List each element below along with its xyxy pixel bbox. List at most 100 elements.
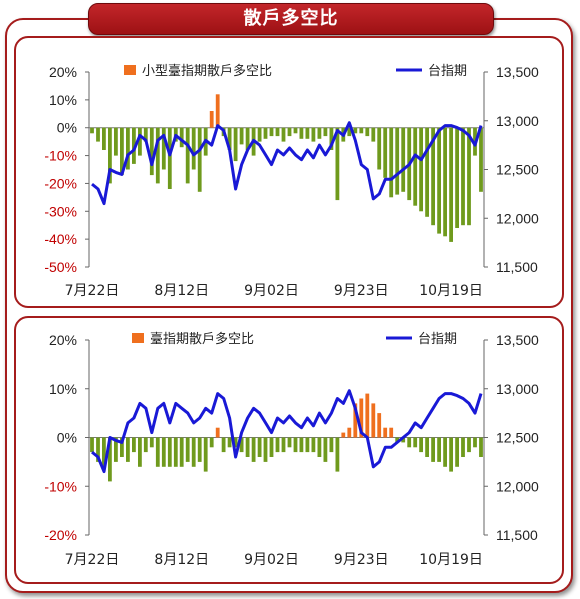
left-tick-label: -50% [44,259,77,275]
bar [96,437,100,462]
bar [138,127,142,156]
bar [102,437,106,467]
bar [155,437,160,467]
bar [197,437,202,462]
bar [353,127,358,134]
bar [209,111,214,128]
left-tick-label: -10% [44,478,77,494]
bar [96,127,100,142]
x-tick-label: 9月02日 [244,552,299,568]
bar [401,437,406,443]
bar [341,432,346,438]
bar [371,403,376,438]
bar [132,127,136,164]
right-tick-label: 13,000 [496,113,539,129]
bar [245,127,250,150]
bar [317,437,322,457]
bar [383,127,388,178]
bar [227,127,232,150]
index-line-series [91,389,483,474]
bar [126,127,130,170]
bar [389,127,394,198]
chart-futures-svg: 20% 10% 0% -10% -20% 13,500 13,000 12,500 12,000… [44,331,539,568]
bar [209,437,214,448]
chart-panel-mini-futures: 20% 10% 0% -10% -20% -30% -40% -50% 13,500 13,000… [14,36,564,308]
bar [233,127,238,162]
bar [305,127,310,139]
bar [317,127,322,139]
bar [389,427,394,438]
bar [281,127,286,142]
bar [102,127,106,150]
bar [120,127,124,176]
bar [167,437,172,467]
bar [413,437,418,448]
right-tick-label: 12,500 [496,430,539,446]
bar [149,437,154,448]
bar [257,437,262,457]
bar [114,437,118,462]
x-tick-label: 10月19日 [419,283,483,299]
bar [215,427,220,438]
left-tick-label: -10% [44,148,77,164]
bar [114,127,118,156]
bar [281,437,286,453]
bar [359,127,364,134]
bar [407,437,412,448]
bar [383,427,388,438]
bar [257,127,262,142]
bar [437,127,441,234]
bar [179,437,184,467]
x-tick-label: 9月23日 [334,552,389,568]
bar [293,437,298,453]
chart-panel-futures: 20% 10% 0% -10% -20% 13,500 13,000 12,500 12,000… [14,316,564,584]
left-tick-label: 10% [49,92,77,108]
bar [179,127,184,148]
bar [323,127,328,137]
bar [287,127,292,137]
index-line-series [91,121,483,206]
bar [431,437,435,462]
legend-line-label: 台指期 [418,332,457,347]
bar [371,127,376,142]
bar [269,127,274,137]
legend-line-label: 台指期 [428,64,467,79]
right-tick-label: 12,500 [496,162,539,178]
bar [185,127,190,184]
bar [143,437,148,453]
bar [335,437,340,472]
x-tick-label: 8月12日 [154,552,209,568]
bar [347,127,352,137]
right-tick-label: 12,000 [496,210,539,226]
bar [461,437,465,457]
bar [413,127,418,206]
bar [185,437,190,462]
bar [173,437,178,467]
bar [437,437,441,462]
bar [90,437,94,453]
bar [251,437,256,462]
bar [449,437,453,472]
bar [425,437,429,457]
left-tick-label: -40% [44,231,77,247]
bar [311,437,316,453]
bar [149,127,154,176]
bar [263,127,268,139]
x-tick-label: 9月23日 [334,283,389,299]
left-tick-label: -20% [44,527,77,543]
chart-mini-futures-svg: 20% 10% 0% -10% -20% -30% -40% -50% 13,500 13,000… [44,63,539,299]
bar [221,437,226,453]
bar [323,437,328,462]
bar [132,437,136,453]
bar [191,127,196,170]
left-tick-label: 0% [57,430,77,446]
bar [467,127,471,226]
right-tick-label: 13,000 [496,381,539,397]
bar [275,437,280,453]
bar [239,127,244,145]
bar [395,437,400,443]
bar [443,127,447,237]
left-tick-label: 20% [49,64,77,80]
bar [215,94,220,128]
bar [227,437,232,448]
